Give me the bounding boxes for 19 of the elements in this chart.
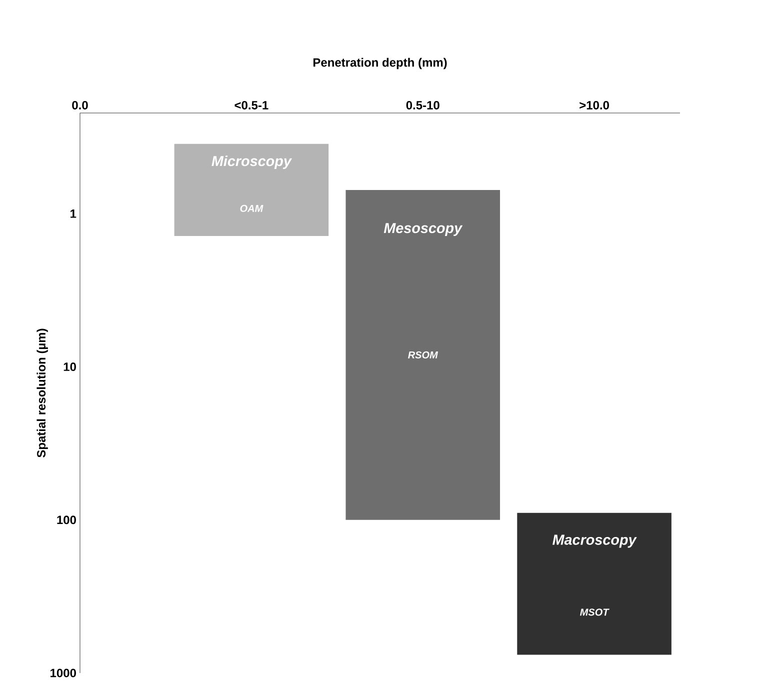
annotation: Microscopy: [212, 156, 292, 170]
annotation: MSOT: [580, 608, 610, 616]
y-tick-label: 100: [57, 516, 76, 524]
y-tick-label: 1: [70, 210, 76, 218]
x-tick-label: 0.5-10: [406, 100, 440, 110]
bar: [517, 512, 672, 655]
bar: [174, 144, 329, 236]
y-axis-title: Spatial resolution (µm): [36, 328, 48, 458]
annotation: RSOM: [408, 351, 438, 358]
x-axis-title: Penetration depth (mm): [313, 58, 447, 70]
annotation: Mesoscopy: [384, 223, 463, 236]
bar: [346, 190, 500, 520]
y-tick-label: 1000: [50, 668, 76, 678]
y-tick-label: 10: [64, 362, 76, 372]
x-tick-label: 0.0: [72, 100, 88, 110]
x-tick-label: <0.5-1: [234, 100, 268, 110]
annotation: Macroscopy: [552, 534, 637, 548]
x-tick-label: >10.0: [580, 100, 609, 110]
annotation: OAM: [240, 204, 264, 212]
